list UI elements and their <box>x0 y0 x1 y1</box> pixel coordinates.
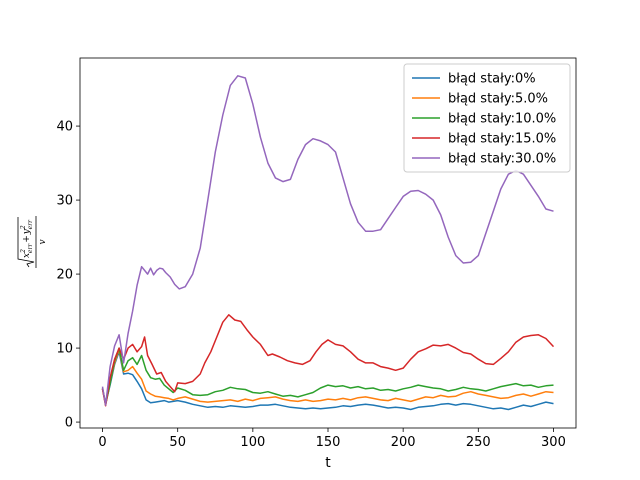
x-tick-label: 0 <box>98 435 106 450</box>
y-label-denominator: v <box>38 239 48 244</box>
y-tick-label: 10 <box>56 342 73 357</box>
y-label-sqrt-sign <box>17 217 35 268</box>
legend-label-2: błąd stały:10.0% <box>448 112 556 127</box>
x-axis: 0 50 100 150 200 250 300 <box>98 428 566 450</box>
y-tick-label: 0 <box>65 416 73 431</box>
legend-label-3: błąd stały:15.0% <box>448 132 556 147</box>
x-tick-label: 150 <box>316 435 341 450</box>
series-line-1 <box>101 348 554 406</box>
x-tick-label: 100 <box>240 435 265 450</box>
x-axis-label: t <box>325 455 331 471</box>
x-tick-label: 50 <box>169 435 186 450</box>
series-line-0 <box>101 351 554 411</box>
series-layer <box>101 75 555 411</box>
series-line-3 <box>101 314 555 407</box>
legend-label-0: błąd stały:0% <box>448 72 536 87</box>
y-tick-label: 30 <box>56 194 73 209</box>
y-tick-label: 40 <box>56 120 73 135</box>
series-line-4 <box>101 75 554 406</box>
series-line-2 <box>101 347 554 406</box>
y-axis-label: x2err+y2err v <box>17 216 48 268</box>
x-tick-label: 300 <box>541 435 566 450</box>
legend-label-1: błąd stały:5.0% <box>448 92 548 107</box>
x-tick-label: 250 <box>466 435 491 450</box>
legend-box <box>403 63 571 173</box>
x-tick-label: 200 <box>391 435 416 450</box>
legend: błąd stały:0% błąd stały:5.0% błąd stały:1… <box>403 63 571 173</box>
y-label-numerator: x2err+y2err <box>20 219 34 258</box>
y-tick-label: 20 <box>56 268 73 283</box>
y-axis: 0 10 20 30 40 <box>56 120 80 431</box>
legend-label-4: błąd stały:30.0% <box>448 152 556 167</box>
